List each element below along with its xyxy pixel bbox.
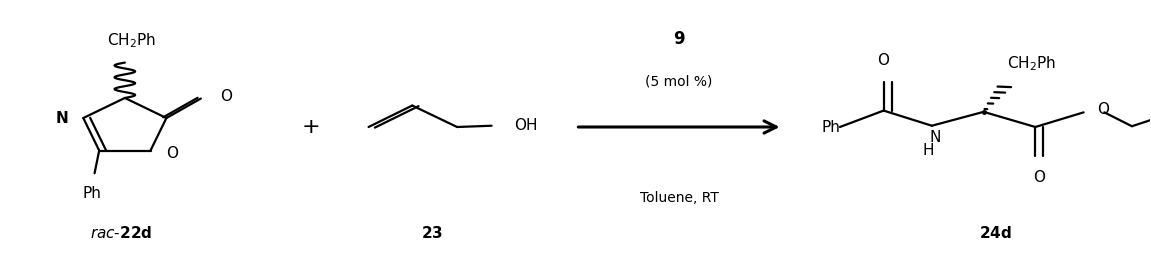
- Text: $\mathbf{9}$: $\mathbf{9}$: [672, 29, 685, 47]
- Text: Toluene, RT: Toluene, RT: [640, 191, 718, 205]
- Text: Ph: Ph: [83, 186, 101, 201]
- Text: O: O: [220, 88, 233, 104]
- Text: Ph: Ph: [821, 119, 840, 135]
- Text: O: O: [1032, 170, 1045, 185]
- Text: O: O: [167, 146, 178, 161]
- Text: CH$_2$Ph: CH$_2$Ph: [1007, 54, 1057, 73]
- Text: O: O: [1097, 102, 1110, 117]
- Text: N: N: [55, 110, 68, 125]
- Text: CH$_2$Ph: CH$_2$Ph: [107, 31, 157, 50]
- Text: $\it{rac}$-$\mathbf{22d}$: $\it{rac}$-$\mathbf{22d}$: [90, 225, 153, 241]
- Text: H: H: [923, 144, 935, 158]
- Text: O: O: [877, 53, 890, 68]
- Text: OH: OH: [514, 118, 538, 133]
- Text: $\mathbf{23}$: $\mathbf{23}$: [421, 225, 443, 241]
- Text: (5 mol %): (5 mol %): [646, 74, 712, 89]
- Text: $\mathbf{24d}$: $\mathbf{24d}$: [978, 225, 1012, 241]
- Text: +: +: [302, 117, 320, 137]
- Text: N: N: [930, 130, 942, 145]
